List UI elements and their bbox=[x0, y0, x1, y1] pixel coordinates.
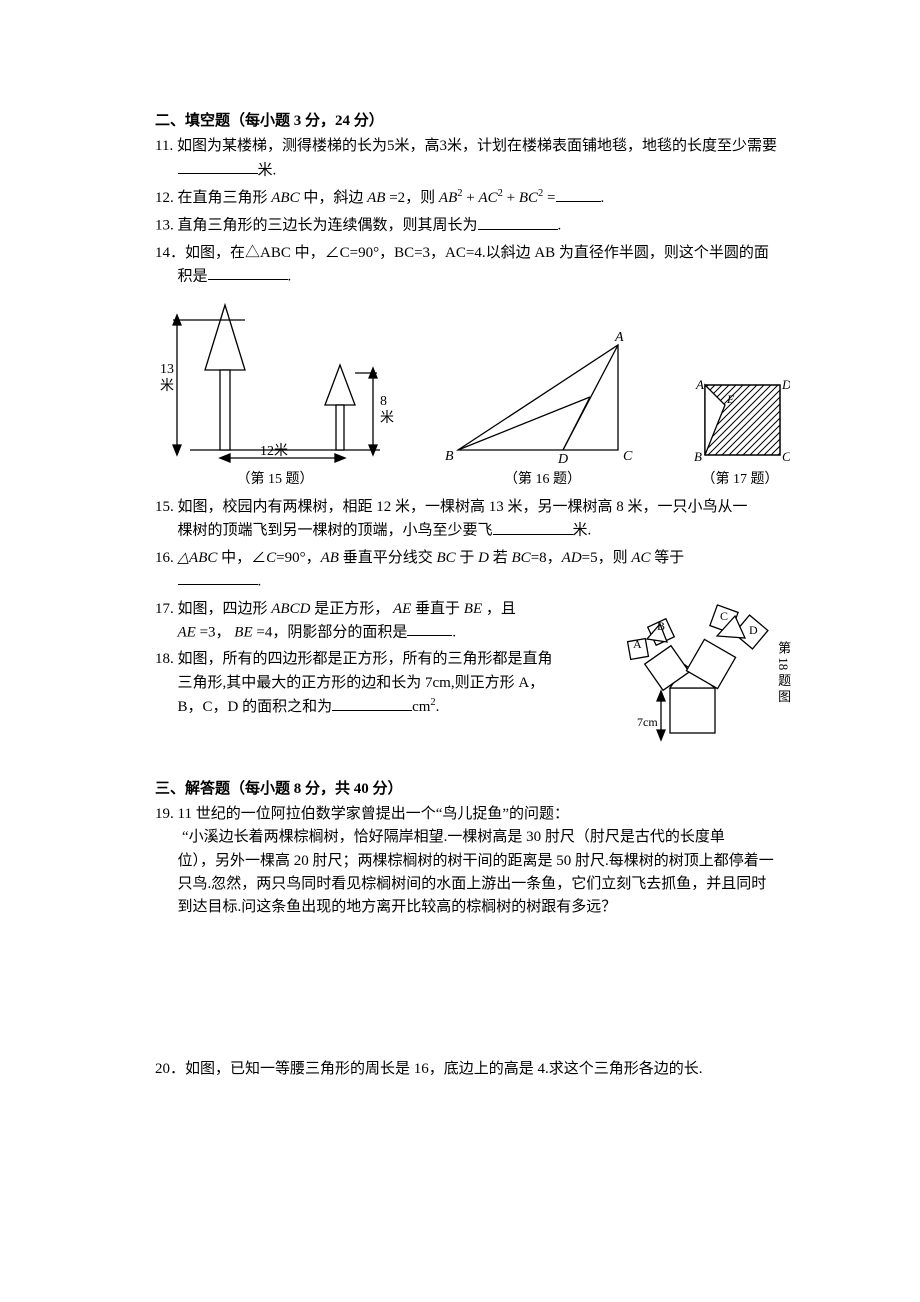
q12-num: 12. bbox=[155, 190, 174, 206]
fig18-dim: 7cm bbox=[637, 715, 658, 729]
q17-ae: AE bbox=[393, 601, 411, 617]
question-15: 15. 如图，校园内有两棵树，相距 12 米，一棵树高 13 米，另一棵树高 8… bbox=[155, 496, 790, 543]
q11-unit: 米. bbox=[258, 162, 277, 178]
q15-unit: 米. bbox=[573, 523, 592, 539]
q13-blank bbox=[478, 214, 558, 229]
q12-e6: + bbox=[503, 190, 519, 206]
q12-e4: AC bbox=[478, 190, 497, 206]
caption-16: （第 16 题） bbox=[443, 469, 643, 491]
question-14: 14．如图，在△ABC 中，∠C=90°，BC=3，AC=4.以斜边 AB 为直… bbox=[155, 242, 790, 289]
question-12: 12. 在直角三角形 ABC 中，斜边 AB =2，则 AB2 + AC2 + … bbox=[155, 186, 790, 210]
figure-17-square: A D B C E bbox=[690, 375, 790, 465]
q16-line1: △ABC 中，∠C=90°，AB 垂直平分线交 BC 于 D 若 BC=8，AD… bbox=[178, 550, 685, 566]
q11-blank bbox=[178, 159, 258, 174]
fig15-h1-unit: 米 bbox=[160, 378, 174, 394]
fig16-A: A bbox=[614, 330, 624, 345]
q18-sup: 2 bbox=[430, 697, 435, 708]
figure-row-15-16-17: 13 米 8 米 12米 A B C D bbox=[155, 295, 790, 465]
fig17-A: A bbox=[695, 377, 704, 392]
q12-e1: AB bbox=[439, 190, 457, 206]
q17-be: BE bbox=[464, 601, 482, 617]
fig15-h2-unit: 米 bbox=[380, 410, 394, 426]
fig16-B: B bbox=[445, 449, 454, 464]
q12-tri: ABC bbox=[271, 190, 299, 206]
q12-e3: + bbox=[463, 190, 479, 206]
q16-num: 16. bbox=[155, 550, 174, 566]
q17-mid1: 是正方形， bbox=[310, 601, 393, 617]
q13-num: 13. bbox=[155, 218, 174, 234]
q12-e7: BC bbox=[519, 190, 538, 206]
question-16: 16. △ABC 中，∠C=90°，AB 垂直平分线交 BC 于 D 若 BC=… bbox=[155, 547, 790, 594]
figure-16-triangle: A B C D bbox=[443, 325, 643, 465]
q12-pre: 在直角三角形 bbox=[178, 190, 272, 206]
caption-17: （第 17 题） bbox=[690, 469, 790, 491]
q17-l2b: =3， bbox=[196, 624, 234, 640]
q15-num: 15. bbox=[155, 499, 174, 515]
fig16-C: C bbox=[623, 449, 633, 464]
figure-18-pythagoras-tree: A B C D 7cm 第 18 题 图 bbox=[615, 598, 790, 756]
fig17-D: D bbox=[781, 377, 790, 392]
question-19: 19. 11 世纪的一位阿拉伯数学家曾提出一个“鸟儿捉鱼”的问题： “小溪边长着… bbox=[155, 803, 790, 919]
q19-num: 19. bbox=[155, 806, 174, 822]
q11-num: 11. bbox=[155, 138, 173, 154]
q17-num: 17. bbox=[155, 601, 174, 617]
q13-text: 直角三角形的三边长为连续偶数，则其周长为 bbox=[178, 218, 478, 234]
q17-pre: 如图，四边形 bbox=[178, 601, 272, 617]
q18-unit: cm bbox=[412, 699, 430, 715]
q19-p2: 位），另外一棵高 20 肘尺；两棵棕榈树的树干间的距离是 50 肘尺.每棵树的树… bbox=[178, 853, 774, 869]
q17-mid3: ，且 bbox=[482, 601, 516, 617]
fig16-D: D bbox=[557, 452, 568, 465]
q14-line2: 积是 bbox=[178, 268, 208, 284]
question-13: 13. 直角三角形的三边长为连续偶数，则其周长为. bbox=[155, 214, 790, 238]
q14-num: 14． bbox=[155, 245, 185, 261]
q18-blank bbox=[332, 696, 412, 711]
q12-ab: AB bbox=[367, 190, 385, 206]
q15-blank bbox=[493, 519, 573, 534]
q12-mid2: =2，则 bbox=[385, 190, 438, 206]
q17-blank bbox=[407, 621, 452, 636]
q12-mid1: 中，斜边 bbox=[300, 190, 368, 206]
q17-l2c: BE bbox=[234, 624, 252, 640]
q18-num: 18. bbox=[155, 651, 174, 667]
fig17-C: C bbox=[782, 449, 790, 464]
q19-line1: 11 世纪的一位阿拉伯数学家曾提出一个“鸟儿捉鱼”的问题： bbox=[178, 806, 570, 822]
q18-line3a: B，C，D 的面积之和为 bbox=[178, 699, 333, 715]
fig15-h2-num: 8 bbox=[380, 394, 387, 409]
q18-line1: 如图，所有的四边形都是正方形，所有的三角形都是直角 bbox=[178, 651, 553, 667]
q19-p4: 到达目标.问这条鱼出现的地方离开比较高的棕榈树的树跟有多远？ bbox=[178, 899, 617, 915]
fig17-B: B bbox=[694, 449, 702, 464]
caption-15: （第 15 题） bbox=[155, 469, 395, 491]
q15-line2a: 棵树的顶端飞到另一棵树的顶端，小鸟至少要飞 bbox=[178, 523, 493, 539]
q17-sq: ABCD bbox=[271, 601, 310, 617]
q16-blank bbox=[178, 570, 258, 585]
q12-eq: = bbox=[543, 190, 555, 206]
fig15-dist: 12米 bbox=[260, 443, 288, 459]
fig18-D: D bbox=[749, 623, 758, 637]
q20-num: 20． bbox=[155, 1061, 185, 1077]
fig15-h1-num: 13 bbox=[160, 362, 174, 377]
fig18-C: C bbox=[720, 609, 728, 623]
fig17-E: E bbox=[726, 392, 735, 406]
q12-blank bbox=[556, 187, 601, 202]
fig18-A: A bbox=[633, 637, 642, 651]
figure-15-trees: 13 米 8 米 12米 bbox=[155, 295, 395, 465]
section-fill-heading: 二、填空题（每小题 3 分，24 分） bbox=[155, 110, 790, 133]
fig18-B: B bbox=[657, 619, 665, 633]
question-11: 11. 如图为某楼梯，测得楼梯的长为5米，高3米，计划在楼梯表面铺地毯，地毯的长… bbox=[155, 135, 790, 182]
q15-line1: 如图，校园内有两棵树，相距 12 米，一棵树高 13 米，另一棵树高 8 米，一… bbox=[178, 499, 748, 515]
caption-row: （第 15 题） （第 16 题） （第 17 题） bbox=[155, 469, 790, 491]
q20-text: 如图，已知一等腰三角形的周长是 16，底边上的高是 4.求这个三角形各边的长. bbox=[185, 1061, 703, 1077]
q17-l2d: =4，阴影部分的面积是 bbox=[253, 624, 408, 640]
q18-line2: 三角形,其中最大的正方形的边和长为 7cm,则正方形 A， bbox=[178, 675, 545, 691]
q19-p3: 只鸟.忽然，两只鸟同时看见棕榈树间的水面上游出一条鱼，它们立刻飞去抓鱼，并且同时 bbox=[178, 876, 767, 892]
section-solve-heading: 三、解答题（每小题 8 分，共 40 分） bbox=[155, 778, 790, 801]
q17-l2a: AE bbox=[178, 624, 196, 640]
q14-line1: 如图，在△ABC 中，∠C=90°，BC=3，AC=4.以斜边 AB 为直径作半… bbox=[185, 245, 769, 261]
q19-p1: “小溪边长着两棵棕榈树，恰好隔岸相望.一棵树高是 30 肘尺（肘尺是古代的长度单 bbox=[182, 829, 725, 845]
q11-line1: 如图为某楼梯，测得楼梯的长为5米，高3米，计划在楼梯表面铺地毯，地毯的长度至少需… bbox=[177, 138, 777, 154]
question-20: 20．如图，已知一等腰三角形的周长是 16，底边上的高是 4.求这个三角形各边的… bbox=[155, 1058, 790, 1081]
fig18-caption: 第 18 题 图 bbox=[773, 641, 793, 703]
q17-mid2: 垂直于 bbox=[411, 601, 464, 617]
q14-blank bbox=[208, 265, 288, 280]
